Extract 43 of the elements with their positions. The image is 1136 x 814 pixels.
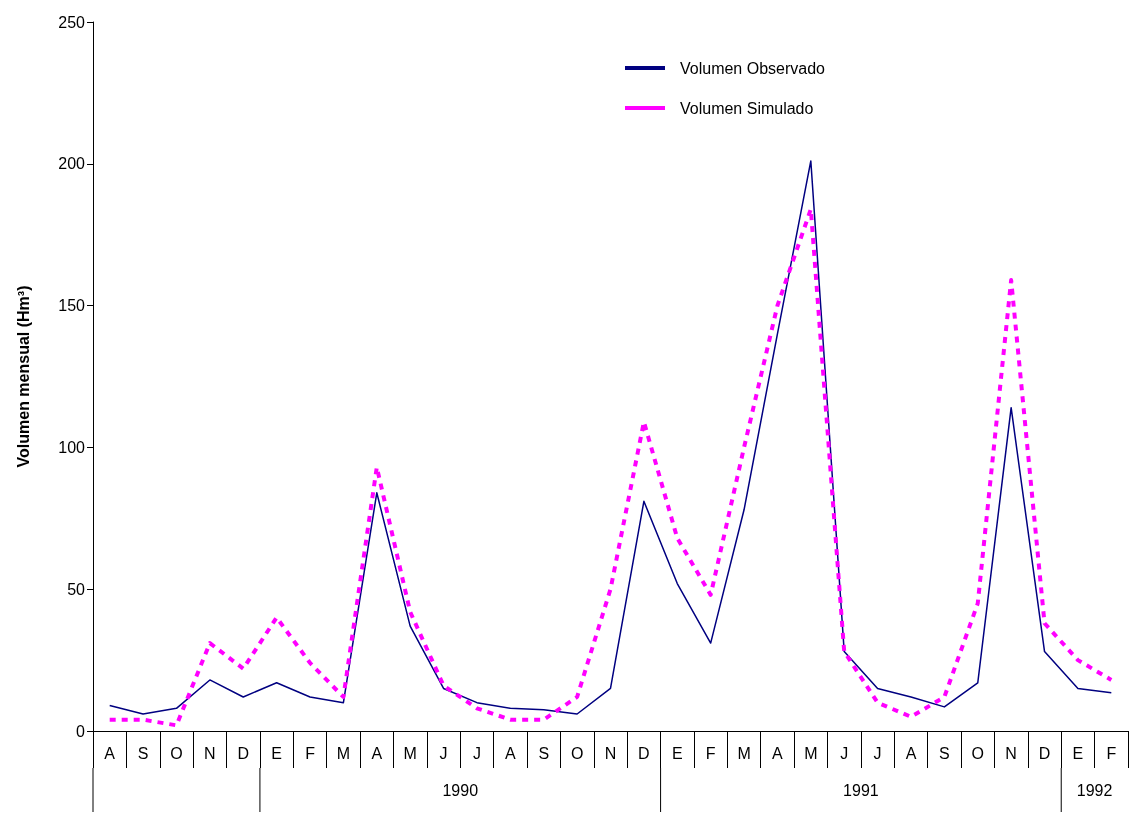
x-tick-label: M [403, 744, 417, 762]
x-tick-label: F [1106, 744, 1117, 762]
text: 1992 [1076, 781, 1113, 799]
x-tick-label: A [772, 744, 784, 762]
x-tick-label: F [305, 744, 316, 762]
y-tick-label: 250 [58, 13, 86, 31]
x-tick-label: S [538, 744, 550, 762]
x-tick-label: E [1072, 744, 1084, 762]
x-tick-label: N [204, 744, 216, 762]
x-tick-label: M [737, 744, 751, 762]
y-tick-label: 200 [58, 155, 86, 173]
x-tick-label: J [472, 744, 481, 762]
x-tick-label: O [971, 744, 984, 762]
x-tick-label: O [170, 744, 183, 762]
x-tick-label: M [336, 744, 351, 762]
y-tick-label: 50 [67, 580, 86, 598]
x-tick-label: D [237, 744, 250, 762]
x-tick-label: N [604, 744, 617, 762]
legend-label: Volumen Simulado [680, 99, 814, 117]
x-tick-label: F [705, 744, 716, 762]
text: 1991 [843, 781, 879, 799]
x-tick-label: A [505, 744, 516, 762]
x-tick-label: A [104, 744, 116, 762]
x-tick-label: D [638, 744, 650, 762]
x-tick-label: J [840, 744, 849, 762]
x-tick-label: A [371, 744, 383, 762]
x-tick-label: M [804, 744, 818, 762]
x-tick-label: E [271, 744, 282, 762]
y-axis-title: Volumen mensual (Hm³) [14, 285, 32, 468]
x-tick-label: S [137, 744, 149, 762]
x-tick-label: A [905, 744, 917, 762]
text: 1990 [442, 781, 479, 799]
x-tick-label: O [570, 744, 584, 762]
y-tick-label: 0 [76, 722, 86, 740]
x-tick-label: E [671, 744, 683, 762]
x-tick-label: S [939, 744, 950, 762]
x-tick-label: N [1005, 744, 1017, 762]
legend-label: Volumen Observado [680, 59, 826, 77]
y-tick-label: 100 [58, 438, 86, 456]
y-tick-label: 150 [58, 297, 86, 315]
x-tick-label: J [873, 744, 882, 762]
x-tick-label: J [439, 744, 448, 762]
x-tick-label: D [1038, 744, 1051, 762]
